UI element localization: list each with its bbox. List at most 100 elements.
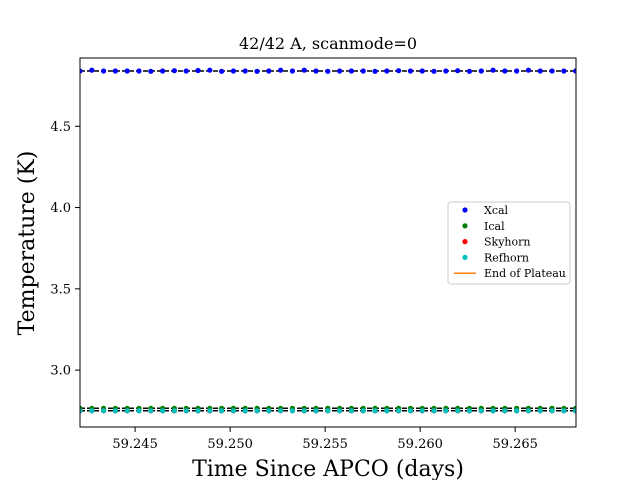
data-point <box>80 408 83 414</box>
data-point <box>337 68 343 74</box>
data-point <box>514 68 520 74</box>
y-tick-label: 3.5 <box>50 282 71 297</box>
data-point <box>160 408 166 414</box>
data-point <box>419 68 425 74</box>
data-point <box>313 408 319 414</box>
data-point <box>396 68 402 74</box>
data-point <box>372 408 378 414</box>
data-point <box>502 408 508 414</box>
legend-label: End of Plateau <box>484 267 566 280</box>
data-point <box>195 67 201 74</box>
data-point <box>242 68 248 74</box>
data-point <box>537 68 543 74</box>
data-point <box>254 68 260 74</box>
y-tick-label: 4.5 <box>50 120 71 135</box>
data-point <box>278 67 284 73</box>
data-point <box>301 408 307 414</box>
data-point <box>207 408 213 414</box>
data-point <box>101 408 107 414</box>
data-point <box>360 68 366 74</box>
data-point <box>124 68 130 74</box>
data-point <box>160 68 166 74</box>
data-point <box>478 68 484 74</box>
legend-swatch-marker <box>462 239 468 245</box>
data-point <box>289 408 296 414</box>
data-point <box>561 68 567 74</box>
data-point <box>136 408 142 414</box>
x-tick-label: 59.250 <box>207 437 253 452</box>
data-point <box>360 408 366 414</box>
data-point <box>431 408 437 414</box>
data-point <box>266 408 272 414</box>
data-point <box>525 408 532 414</box>
data-point <box>80 68 83 74</box>
data-point <box>148 408 154 414</box>
legend-box <box>447 201 571 285</box>
data-point <box>348 408 355 414</box>
data-point <box>112 68 119 74</box>
data-point <box>443 408 449 414</box>
data-point <box>230 408 237 414</box>
x-tick-label: 59.245 <box>112 437 158 452</box>
data-point <box>455 68 461 74</box>
data-point <box>313 68 319 74</box>
data-point <box>466 408 473 414</box>
data-point <box>549 68 555 74</box>
data-point <box>195 408 201 414</box>
data-point <box>148 68 154 74</box>
data-point <box>407 68 414 74</box>
data-group <box>80 67 576 414</box>
data-point <box>419 408 425 414</box>
series-xcal <box>80 67 576 74</box>
data-point <box>207 67 213 73</box>
x-tick-label: 59.265 <box>492 437 538 452</box>
y-tick-label: 4.0 <box>50 201 71 216</box>
y-tick-label: 3.0 <box>50 364 71 379</box>
data-point <box>573 68 576 74</box>
data-point <box>278 408 284 414</box>
legend-swatch-marker <box>462 207 468 213</box>
data-point <box>443 68 449 74</box>
data-point <box>289 68 296 74</box>
legend-label: Ical <box>484 220 505 233</box>
data-point <box>478 408 484 414</box>
data-point <box>549 408 555 414</box>
data-point <box>183 68 189 74</box>
data-point <box>136 68 142 74</box>
plot-frame <box>79 57 577 428</box>
data-point <box>455 408 461 414</box>
data-point <box>219 408 225 414</box>
data-point <box>525 67 532 73</box>
data-point <box>101 68 107 74</box>
data-point <box>466 68 473 74</box>
x-tick-label: 59.260 <box>397 437 443 452</box>
data-point <box>384 68 390 74</box>
data-point <box>183 408 189 414</box>
data-point <box>89 67 95 73</box>
data-point <box>490 408 496 414</box>
x-tick-label: 59.255 <box>302 437 348 452</box>
data-point <box>502 68 508 74</box>
series-refhorn <box>80 408 576 414</box>
data-point <box>407 408 414 414</box>
data-point <box>124 408 130 414</box>
legend-label: Refhorn <box>484 251 529 264</box>
data-point <box>384 408 390 414</box>
data-point <box>219 68 225 74</box>
data-point <box>325 68 331 74</box>
x-axis-title: Time Since APCO (days) <box>192 457 464 480</box>
data-point <box>242 408 248 414</box>
y-axis-title: Temperature (K) <box>15 151 40 336</box>
data-point <box>396 408 402 414</box>
legend-swatch-marker <box>462 254 468 260</box>
data-point <box>171 68 178 74</box>
legend: Xcal Ical Skyhorn Refhorn End of Plateau <box>447 201 571 285</box>
data-point <box>514 408 520 414</box>
data-point <box>171 408 178 414</box>
data-point <box>230 68 237 74</box>
legend-label: Skyhorn <box>484 236 530 249</box>
data-point <box>112 408 119 414</box>
data-point <box>348 68 355 74</box>
data-point <box>254 408 260 414</box>
